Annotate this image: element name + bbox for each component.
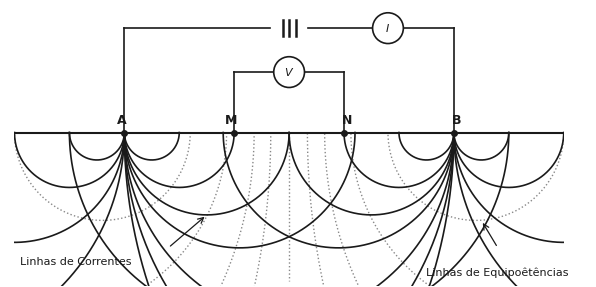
- Text: B: B: [452, 114, 461, 127]
- Text: A: A: [117, 114, 126, 127]
- Circle shape: [372, 13, 403, 44]
- Text: $V$: $V$: [284, 66, 294, 78]
- Circle shape: [274, 57, 305, 88]
- Text: Linhas de Correntes: Linhas de Correntes: [20, 257, 132, 267]
- Text: $I$: $I$: [386, 22, 390, 34]
- Text: M: M: [225, 114, 238, 127]
- Text: Linhas de Equipoêtências: Linhas de Equipoêtências: [426, 267, 569, 278]
- Text: N: N: [342, 114, 352, 127]
